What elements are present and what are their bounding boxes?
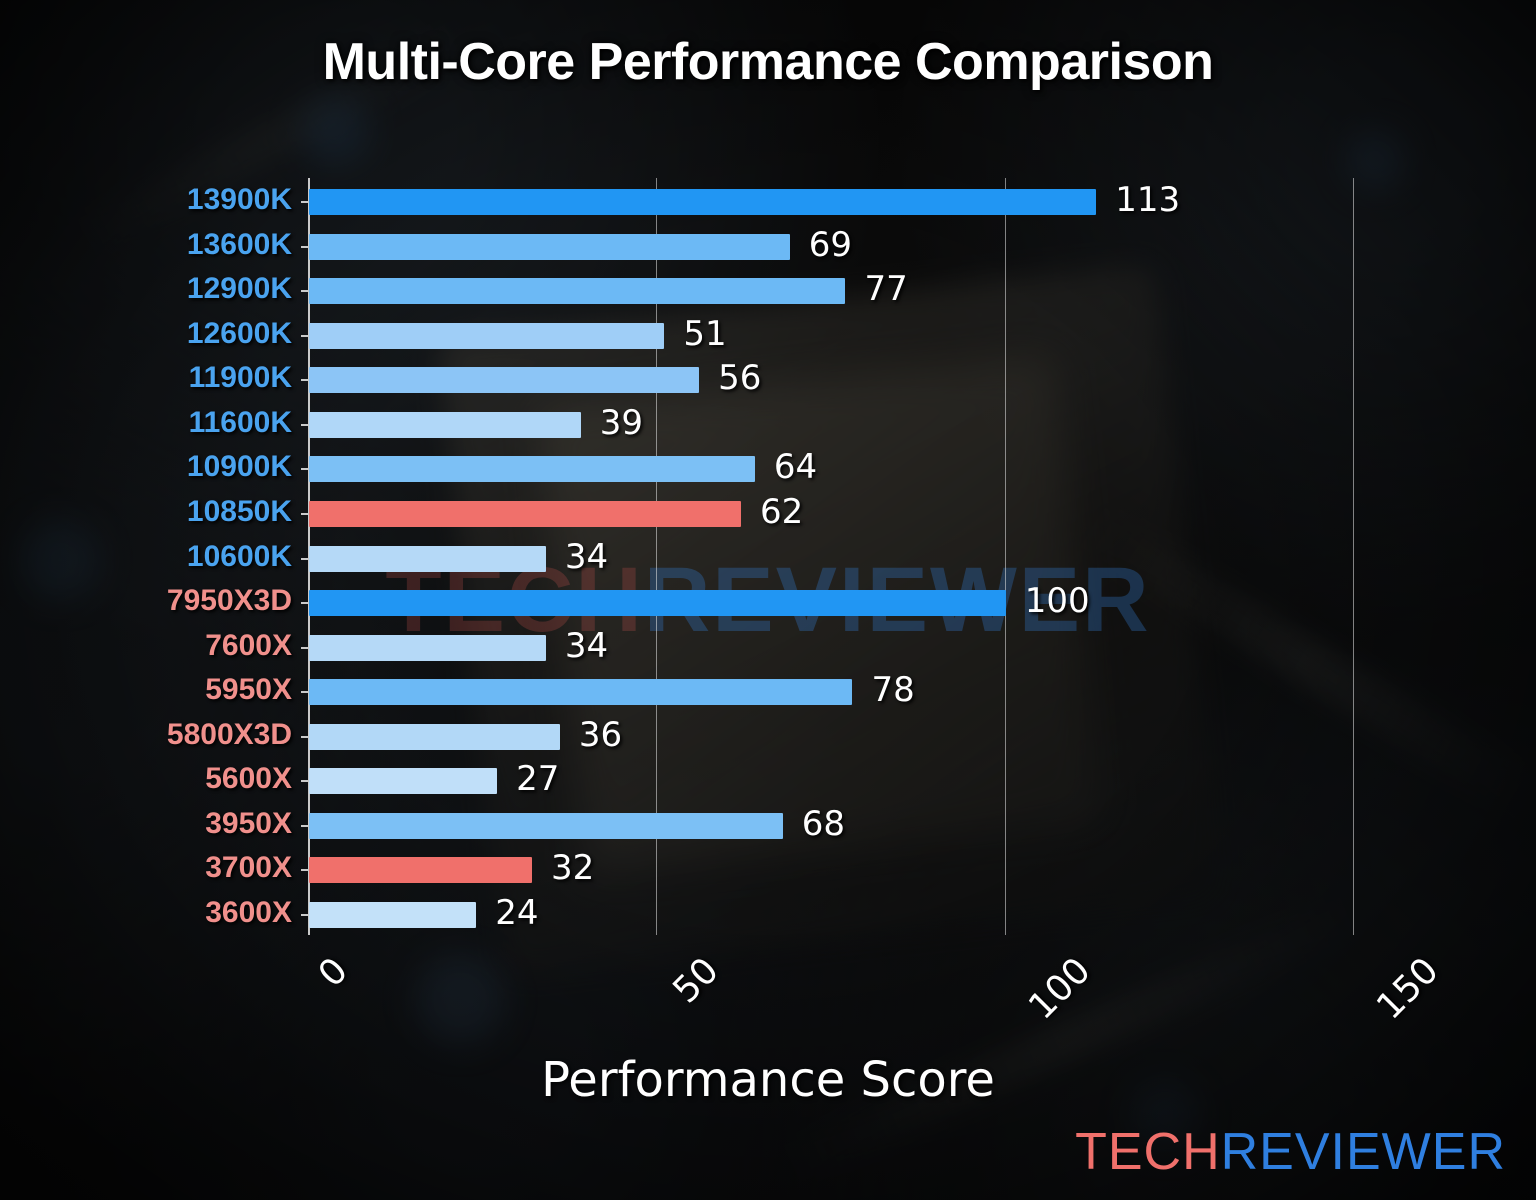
bar-value-label: 64 bbox=[773, 447, 818, 488]
gridline bbox=[1004, 178, 1006, 935]
category-label: 3950X bbox=[205, 806, 292, 840]
bar-value-label: 51 bbox=[683, 313, 727, 354]
bar-value-label: 34 bbox=[564, 536, 609, 577]
bar bbox=[309, 634, 546, 661]
brand-logo: TECHREVIEWER bbox=[1075, 1122, 1506, 1182]
bar bbox=[309, 723, 560, 750]
category-label: 5950X bbox=[205, 673, 292, 707]
bar-value-label: 77 bbox=[864, 269, 908, 310]
bar-value-label: 62 bbox=[759, 491, 804, 532]
y-tick-mark bbox=[301, 780, 308, 783]
y-tick-mark bbox=[301, 245, 308, 248]
category-label: 12600K bbox=[186, 316, 292, 350]
plot-area: 113 13900K 69 13600K 77 12900K 51 12600K 56 11900… bbox=[167, 178, 1374, 935]
bar-value-label: 24 bbox=[495, 892, 539, 933]
category-label: 7600X bbox=[205, 628, 292, 662]
gridline bbox=[1353, 178, 1355, 935]
bar-value-label: 68 bbox=[801, 803, 846, 844]
y-tick-mark bbox=[301, 423, 308, 426]
bar bbox=[309, 812, 783, 839]
y-tick-mark bbox=[301, 735, 308, 738]
y-tick-mark bbox=[301, 646, 308, 649]
category-label: 11900K bbox=[188, 361, 292, 395]
category-label: 5800X3D bbox=[166, 717, 292, 751]
y-tick-mark bbox=[301, 290, 308, 293]
y-tick-mark bbox=[301, 602, 308, 605]
brand-reviewer: REVIEWER bbox=[1220, 1123, 1506, 1181]
x-tick-label: 0 bbox=[310, 950, 356, 996]
bar bbox=[309, 278, 846, 305]
y-tick-mark bbox=[301, 512, 308, 515]
x-tick-label: 50 bbox=[665, 950, 728, 1012]
bar-value-label: 36 bbox=[578, 714, 623, 755]
y-tick-mark bbox=[301, 913, 308, 916]
bar bbox=[309, 857, 532, 884]
category-label: 7950X3D bbox=[166, 584, 292, 618]
category-label: 10600K bbox=[186, 539, 292, 573]
category-label: 3600X bbox=[205, 895, 292, 929]
chart-title: Multi-Core Performance Comparison bbox=[322, 33, 1214, 91]
bar-value-label: 100 bbox=[1024, 581, 1090, 622]
bar bbox=[309, 367, 700, 394]
bar bbox=[309, 768, 498, 795]
y-tick-mark bbox=[301, 557, 308, 560]
category-label: 5600X bbox=[205, 762, 292, 796]
y-tick-mark bbox=[301, 379, 308, 382]
category-label: 11600K bbox=[188, 405, 292, 439]
bar-value-label: 27 bbox=[516, 759, 560, 800]
bar bbox=[309, 901, 477, 928]
background-bokeh bbox=[415, 955, 505, 1045]
category-label: 13600K bbox=[186, 227, 292, 261]
y-tick-mark bbox=[301, 334, 308, 337]
category-label: 10900K bbox=[186, 450, 292, 484]
background-bokeh bbox=[300, 95, 370, 165]
bar bbox=[309, 456, 755, 483]
bar bbox=[309, 411, 581, 438]
x-tick-label: 150 bbox=[1369, 950, 1447, 1028]
bar bbox=[309, 233, 790, 260]
x-axis-label: Performance Score bbox=[541, 1052, 995, 1108]
bar bbox=[309, 500, 741, 527]
y-tick-mark bbox=[301, 201, 308, 204]
y-tick-mark bbox=[301, 691, 308, 694]
bar bbox=[309, 322, 665, 349]
bar-value-label: 69 bbox=[808, 224, 852, 265]
category-label: 10850K bbox=[186, 494, 292, 528]
category-label: 13900K bbox=[186, 183, 292, 217]
bar bbox=[309, 189, 1097, 216]
category-label: 12900K bbox=[186, 272, 292, 306]
y-tick-mark bbox=[301, 468, 308, 471]
category-label: 3700X bbox=[205, 851, 292, 885]
brand-tech: TECH bbox=[1075, 1123, 1221, 1181]
bar bbox=[309, 545, 546, 572]
y-tick-mark bbox=[301, 869, 308, 872]
bar-value-label: 32 bbox=[550, 848, 595, 889]
bar-value-label: 34 bbox=[564, 625, 609, 666]
bar-value-label: 56 bbox=[718, 358, 762, 399]
y-tick-mark bbox=[301, 824, 308, 827]
bar bbox=[309, 590, 1006, 617]
bar-value-label: 113 bbox=[1115, 180, 1181, 221]
bar-value-label: 78 bbox=[871, 670, 915, 711]
gridline bbox=[656, 178, 658, 935]
bar bbox=[309, 679, 853, 706]
bar-value-label: 39 bbox=[599, 402, 643, 443]
